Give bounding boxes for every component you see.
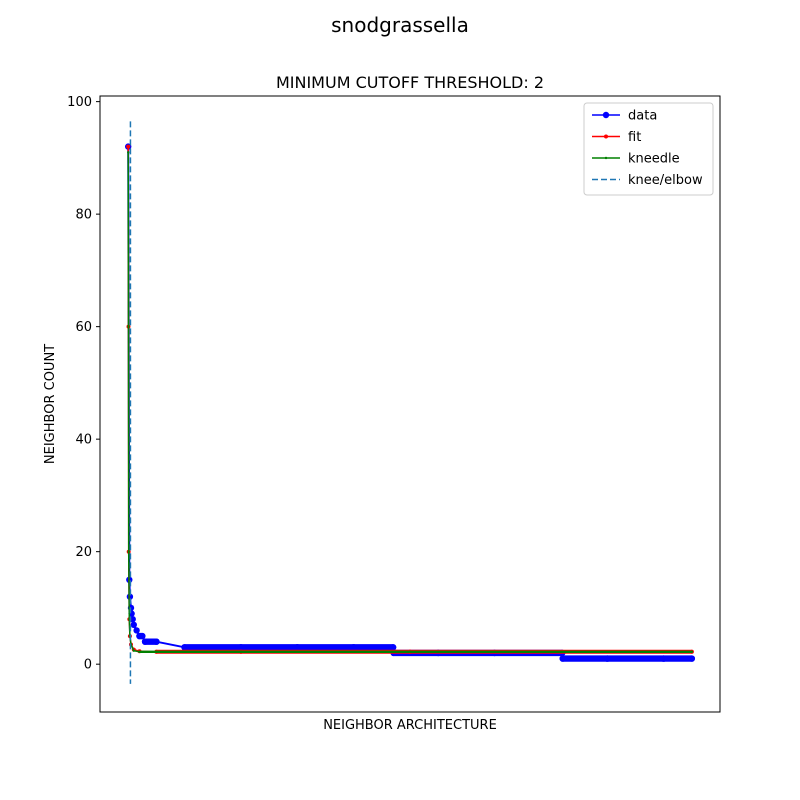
data-point [133,627,140,634]
plot-frame [99,95,721,713]
data-line [127,146,692,660]
data-point [141,638,149,645]
kneedle-point [127,325,130,328]
legend-item-fit: fit [592,130,641,145]
data-point [350,644,357,651]
legend-marker [604,156,608,160]
legend-label: fit [628,130,641,145]
kneedle-point [155,650,158,653]
fit-line [127,146,692,653]
legend-marker [604,134,608,139]
kneedle-line [127,152,692,653]
data-point [294,644,301,651]
legend-label: data [628,109,657,124]
data-point [604,655,611,662]
kneedle-point [690,650,693,653]
series-kneedle [127,151,694,654]
kneedle-point [132,649,135,652]
data-point [126,593,134,600]
legend-item-data: data [592,109,657,124]
data-point [139,632,146,640]
data-point [688,655,695,662]
chart-suptitle: snodgrassella [331,13,469,37]
fit-point [126,144,131,149]
series-fit [126,144,694,654]
y-tick-label: 80 [75,208,92,223]
y-tick-label: 60 [75,320,92,335]
legend-label: kneedle [628,152,680,167]
legend-item-kneedle: kneedle [592,152,680,167]
kneedle-point [138,650,141,653]
kneedle-point [127,151,130,154]
data-point [660,655,667,662]
legend-marker [602,111,610,119]
x-axis-label: NEIGHBOR ARCHITECTURE [323,718,497,733]
data-point [181,644,188,651]
y-tick-label: 100 [67,95,92,110]
legend-item-knee-elbow: knee/elbow [592,173,703,188]
y-tick-label: 0 [84,658,92,673]
data-point [153,638,160,645]
chart-title: MINIMUM CUTOFF THRESHOLD: 2 [276,73,544,92]
data-point [559,655,566,662]
legend: data fit kneedle knee/elbow [583,102,714,196]
data-point [237,644,245,651]
legend-label: knee/elbow [628,173,703,188]
kneedle-point [408,650,412,653]
y-axis-label: NEIGHBOR COUNT [43,344,58,464]
legend-box [583,102,714,196]
kneedle-point [127,550,130,553]
data-point [389,644,397,651]
y-tick-label: 20 [75,545,92,560]
kneedle-point [239,650,243,653]
series-data [125,143,696,662]
data-point [130,621,137,628]
y-tick-label: 40 [75,433,92,448]
